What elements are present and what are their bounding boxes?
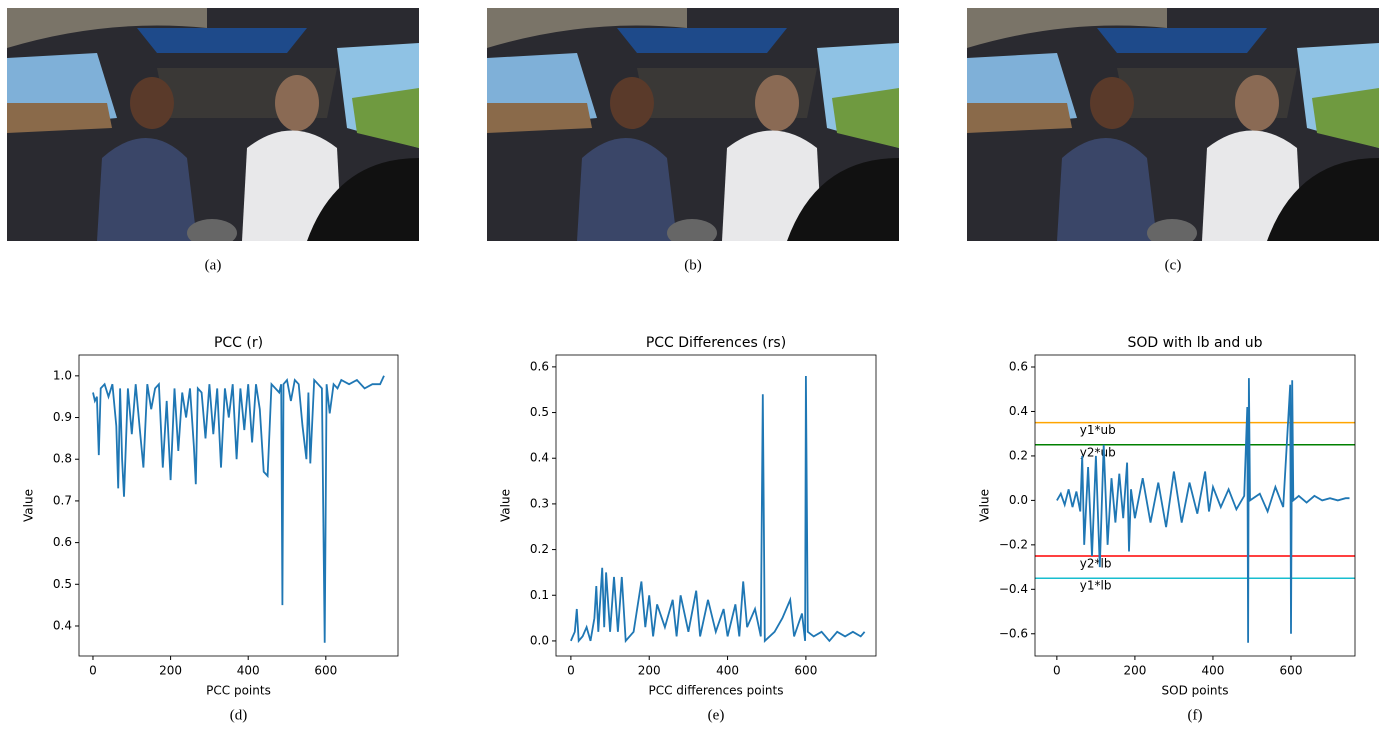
x-axis-label: SOD points: [1162, 684, 1229, 698]
caption: (e): [708, 707, 725, 723]
x-tick-label: 200: [159, 664, 182, 678]
x-axis-label: PCC points: [206, 684, 271, 698]
photo: [967, 8, 1379, 241]
y-tick-label: −0.4: [999, 582, 1028, 596]
caption: (a): [205, 257, 222, 273]
threshold-label: y2*lb: [1080, 556, 1112, 570]
y-axis-label: Value: [22, 489, 36, 522]
x-axis-label: PCC differences points: [649, 684, 784, 698]
y-tick-label: 0.1: [530, 588, 549, 602]
photo: [7, 8, 419, 241]
x-tick-label: 600: [314, 664, 337, 678]
y-tick-label: 0.7: [53, 493, 72, 507]
data-line: [92, 375, 385, 643]
y-tick-label: 0.9: [53, 410, 72, 424]
x-tick-label: 600: [1280, 664, 1303, 678]
caption: (d): [230, 707, 248, 723]
y-tick-label: 0.2: [530, 542, 549, 556]
x-tick-label: 600: [794, 664, 817, 678]
x-tick-label: 400: [716, 664, 739, 678]
x-tick-label: 0: [89, 664, 97, 678]
caption: (f): [1188, 707, 1203, 723]
y-axis-label: Value: [978, 489, 992, 522]
threshold-label: y2*ub: [1080, 445, 1116, 459]
threshold-label: y1*ub: [1080, 423, 1116, 437]
x-tick-label: 0: [567, 664, 575, 678]
photo: [487, 8, 899, 241]
x-tick-label: 200: [638, 664, 661, 678]
y-tick-label: 0.0: [530, 633, 549, 647]
y-tick-label: 0.4: [1009, 404, 1028, 418]
plot-frame: [78, 354, 399, 657]
y-tick-label: 0.6: [530, 359, 549, 373]
y-tick-label: 0.5: [53, 577, 72, 591]
plot-frame: [555, 354, 877, 657]
y-tick-label: 0.4: [530, 451, 549, 465]
caption: (c): [1165, 257, 1182, 273]
x-tick-label: 400: [1201, 664, 1224, 678]
y-tick-label: 0.2: [1009, 448, 1028, 462]
y-tick-label: 1.0: [53, 368, 72, 382]
chart-title: PCC (r): [214, 335, 263, 351]
data-line: [1056, 378, 1350, 643]
x-tick-label: 0: [1053, 664, 1061, 678]
y-tick-label: 0.5: [530, 405, 549, 419]
chart-title: PCC Differences (rs): [646, 335, 786, 351]
y-tick-label: 0.4: [53, 618, 72, 632]
threshold-label: y1*lb: [1080, 579, 1112, 593]
y-tick-label: −0.2: [999, 537, 1028, 551]
plot-frame: [1034, 354, 1356, 657]
y-axis-label: Value: [499, 489, 513, 522]
y-tick-label: 0.6: [1009, 360, 1028, 374]
data-line: [570, 375, 866, 644]
caption: (b): [684, 257, 702, 273]
x-tick-label: 400: [237, 664, 260, 678]
chart-title: SOD with lb and ub: [1127, 335, 1262, 351]
y-tick-label: −0.6: [999, 626, 1028, 640]
y-tick-label: 0.3: [530, 496, 549, 510]
y-tick-label: 0.8: [53, 452, 72, 466]
y-tick-label: 0.0: [1009, 493, 1028, 507]
x-tick-label: 200: [1123, 664, 1146, 678]
y-tick-label: 0.6: [53, 535, 72, 549]
